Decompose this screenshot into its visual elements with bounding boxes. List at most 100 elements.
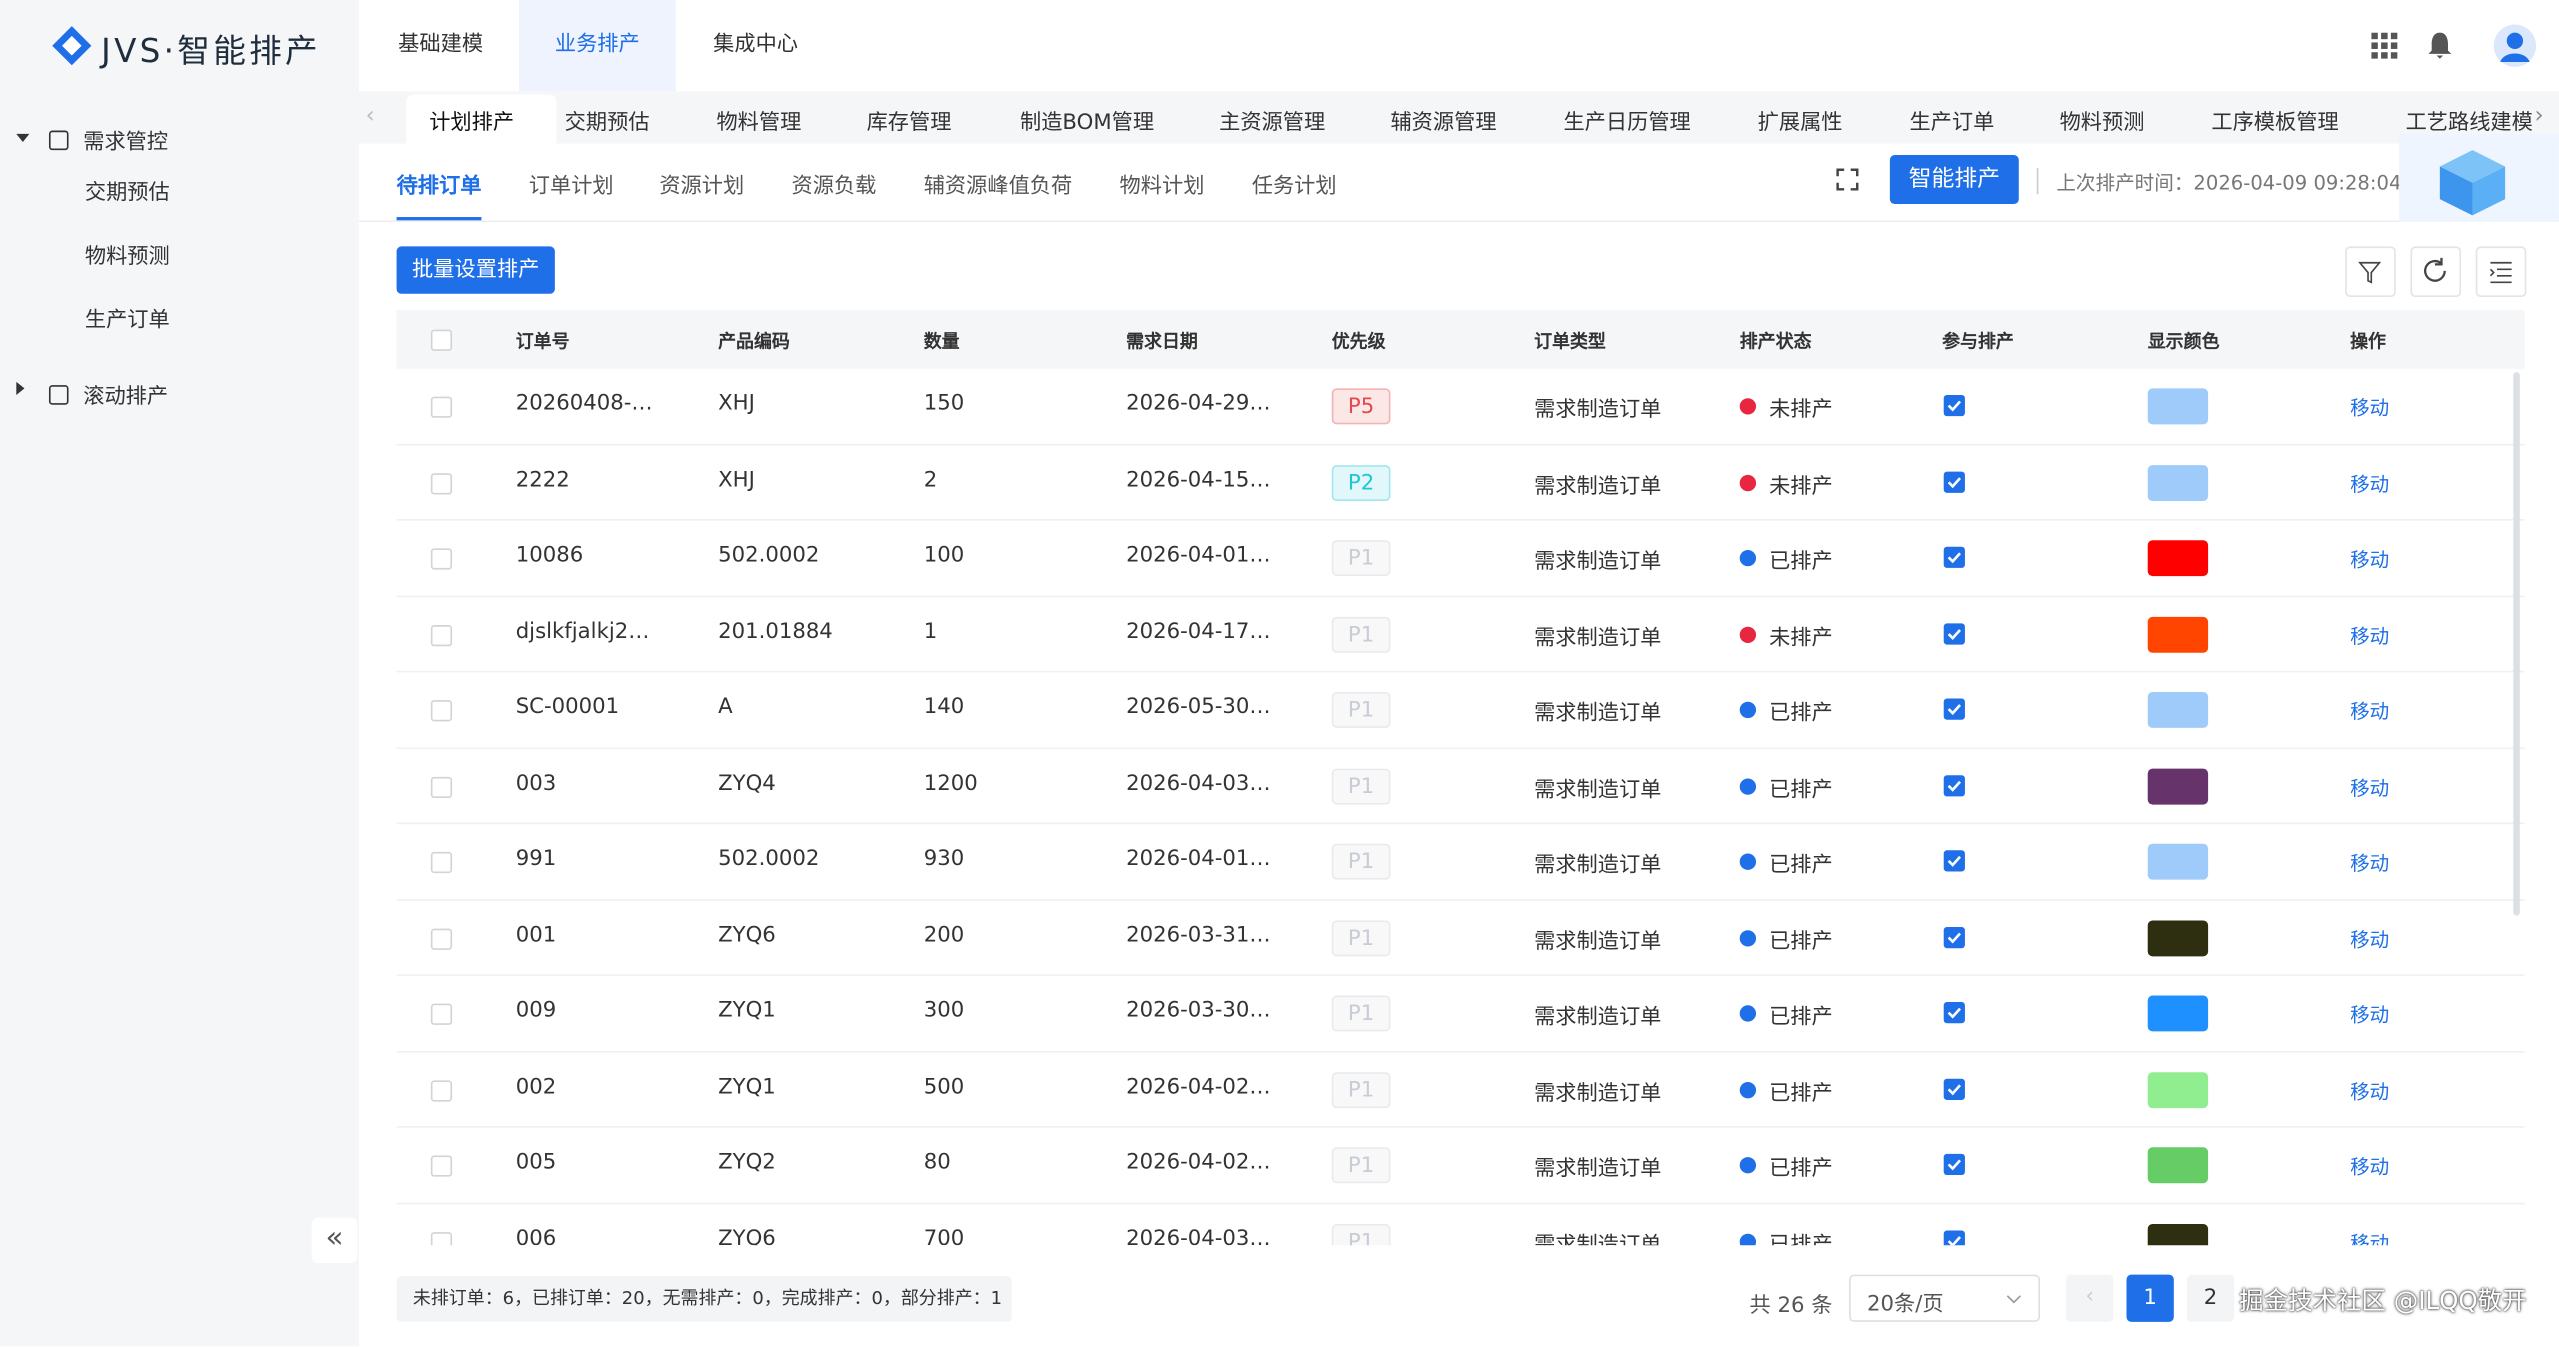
tab[interactable]: 计划排产: [429, 110, 515, 136]
page-button[interactable]: 2: [2186, 1274, 2235, 1322]
tab[interactable]: 工序模板管理: [2211, 110, 2339, 136]
move-action[interactable]: 移动: [2350, 624, 2390, 648]
move-action[interactable]: 移动: [2350, 396, 2390, 420]
move-action[interactable]: 移动: [2350, 548, 2390, 572]
color-swatch: [2147, 920, 2209, 956]
cell-code: 502.0002: [718, 543, 820, 569]
collapse-button[interactable]: «: [311, 1217, 358, 1264]
schedule-checkbox[interactable]: [1943, 1002, 1965, 1024]
schedule-checkbox[interactable]: [1943, 471, 1965, 493]
cell-date: 2026-04-02…: [1126, 1075, 1271, 1100]
menu-arrow[interactable]: [16, 133, 30, 149]
bell-icon[interactable]: [2427, 31, 2453, 60]
tab[interactable]: 工艺路线建模: [2405, 110, 2533, 136]
avatar[interactable]: [2492, 23, 2538, 69]
table-body: 20260408-… XHJ 150 2026-04-29… P5 需求制造订单 未排产 移动…: [396, 369, 2525, 1246]
tab-scroll-left[interactable]: ‹: [365, 102, 375, 129]
move-action[interactable]: 移动: [2350, 852, 2390, 876]
cell-date: 2026-05-30…: [1126, 695, 1271, 721]
subtab[interactable]: 辅资源峰值负荷: [923, 174, 1073, 200]
tab[interactable]: 扩展属性: [1757, 110, 1843, 136]
row-checkbox[interactable]: [430, 852, 453, 874]
schedule-checkbox[interactable]: [1943, 623, 1965, 645]
tab[interactable]: 生产日历管理: [1563, 110, 1691, 136]
schedule-checkbox[interactable]: [1943, 850, 1965, 872]
logo-text: JVS·智能排产: [101, 31, 321, 71]
menu-arrow[interactable]: [16, 381, 31, 395]
color-swatch: [2147, 692, 2209, 729]
tab-scroll-right[interactable]: ›: [2534, 102, 2544, 129]
select-all-checkbox[interactable]: [430, 329, 453, 351]
row-checkbox[interactable]: [430, 624, 453, 646]
filter-button[interactable]: [2345, 246, 2396, 298]
move-action[interactable]: 移动: [2350, 700, 2390, 724]
tab[interactable]: 主资源管理: [1219, 110, 1326, 136]
menu-item[interactable]: 交期预估: [84, 181, 170, 206]
row-checkbox[interactable]: [430, 472, 453, 495]
page-size-select[interactable]: 20条/页: [1849, 1274, 2040, 1322]
table-row: [396, 369, 2525, 445]
row-checkbox[interactable]: [430, 548, 453, 570]
batch-set-button[interactable]: 批量设置排产: [396, 246, 555, 294]
row-checkbox[interactable]: [430, 1079, 453, 1102]
smart-schedule-button[interactable]: 智能排产: [1889, 155, 2019, 204]
move-action[interactable]: 移动: [2350, 776, 2390, 800]
schedule-checkbox[interactable]: [1943, 1078, 1965, 1100]
tab[interactable]: 制造BOM管理: [1020, 110, 1155, 136]
schedule-checkbox[interactable]: [1943, 1154, 1965, 1176]
move-action[interactable]: 移动: [2350, 1231, 2390, 1246]
nav-item[interactable]: 集成中心: [677, 0, 834, 92]
fullscreen-icon[interactable]: [1836, 168, 1859, 191]
row-checkbox[interactable]: [430, 928, 453, 950]
page-button[interactable]: 1: [2126, 1274, 2174, 1322]
nav-item[interactable]: 基础建模: [362, 0, 519, 92]
cell-type: 需求制造订单: [1534, 1157, 1662, 1182]
tab[interactable]: 辅资源管理: [1390, 110, 1497, 136]
menu-item[interactable]: 物料预测: [84, 244, 170, 270]
tab[interactable]: 物料预测: [2059, 110, 2145, 136]
row-checkbox[interactable]: [430, 776, 453, 798]
apps-icon[interactable]: [2371, 32, 2398, 59]
schedule-checkbox[interactable]: [1943, 926, 1965, 948]
row-checkbox[interactable]: [430, 396, 453, 419]
menu-item[interactable]: 生产订单: [84, 308, 170, 333]
subtab[interactable]: 资源负载: [791, 174, 877, 200]
move-action[interactable]: 移动: [2350, 928, 2390, 952]
tab[interactable]: 物料管理: [716, 110, 802, 136]
menu-group[interactable]: 需求管控: [83, 130, 169, 156]
schedule-checkbox[interactable]: [1943, 1230, 1965, 1246]
schedule-checkbox[interactable]: [1943, 774, 1965, 797]
row-checkbox[interactable]: [430, 1231, 453, 1246]
subtab[interactable]: 待排订单: [396, 174, 482, 200]
prev-page[interactable]: ‹: [2066, 1274, 2114, 1322]
tab[interactable]: 库存管理: [866, 110, 952, 136]
column-header: 排产状态: [1739, 331, 1812, 353]
subtab[interactable]: 订单计划: [528, 174, 614, 200]
move-action[interactable]: 移动: [2350, 1004, 2390, 1027]
move-action[interactable]: 移动: [2350, 1079, 2390, 1103]
table-row: [396, 824, 2525, 901]
move-action[interactable]: 移动: [2350, 1155, 2390, 1179]
subtab[interactable]: 资源计划: [659, 174, 745, 200]
color-swatch: [2147, 768, 2209, 805]
row-checkbox[interactable]: [430, 1155, 453, 1178]
schedule-checkbox[interactable]: [1943, 547, 1965, 569]
move-action[interactable]: 移动: [2350, 472, 2390, 496]
subtab[interactable]: 任务计划: [1251, 174, 1337, 200]
tab[interactable]: 生产订单: [1909, 110, 1995, 136]
tab[interactable]: 交期预估: [564, 110, 650, 136]
refresh-button[interactable]: [2410, 246, 2462, 298]
cell-code: ZYQ6: [718, 923, 776, 948]
menu-group[interactable]: 滚动排产: [83, 385, 169, 410]
schedule-checkbox[interactable]: [1943, 395, 1965, 417]
cell-code: 201.01884: [718, 619, 833, 645]
cell-date: 2026-04-02…: [1126, 1150, 1271, 1176]
row-checkbox[interactable]: [430, 700, 453, 722]
logo-icon: [52, 26, 92, 66]
columns-button[interactable]: [2475, 246, 2527, 298]
row-checkbox[interactable]: [430, 1004, 453, 1026]
schedule-checkbox[interactable]: [1943, 698, 1965, 721]
status-dot: [1739, 778, 1757, 795]
nav-item[interactable]: 业务排产: [518, 0, 676, 92]
subtab[interactable]: 物料计划: [1119, 174, 1205, 200]
